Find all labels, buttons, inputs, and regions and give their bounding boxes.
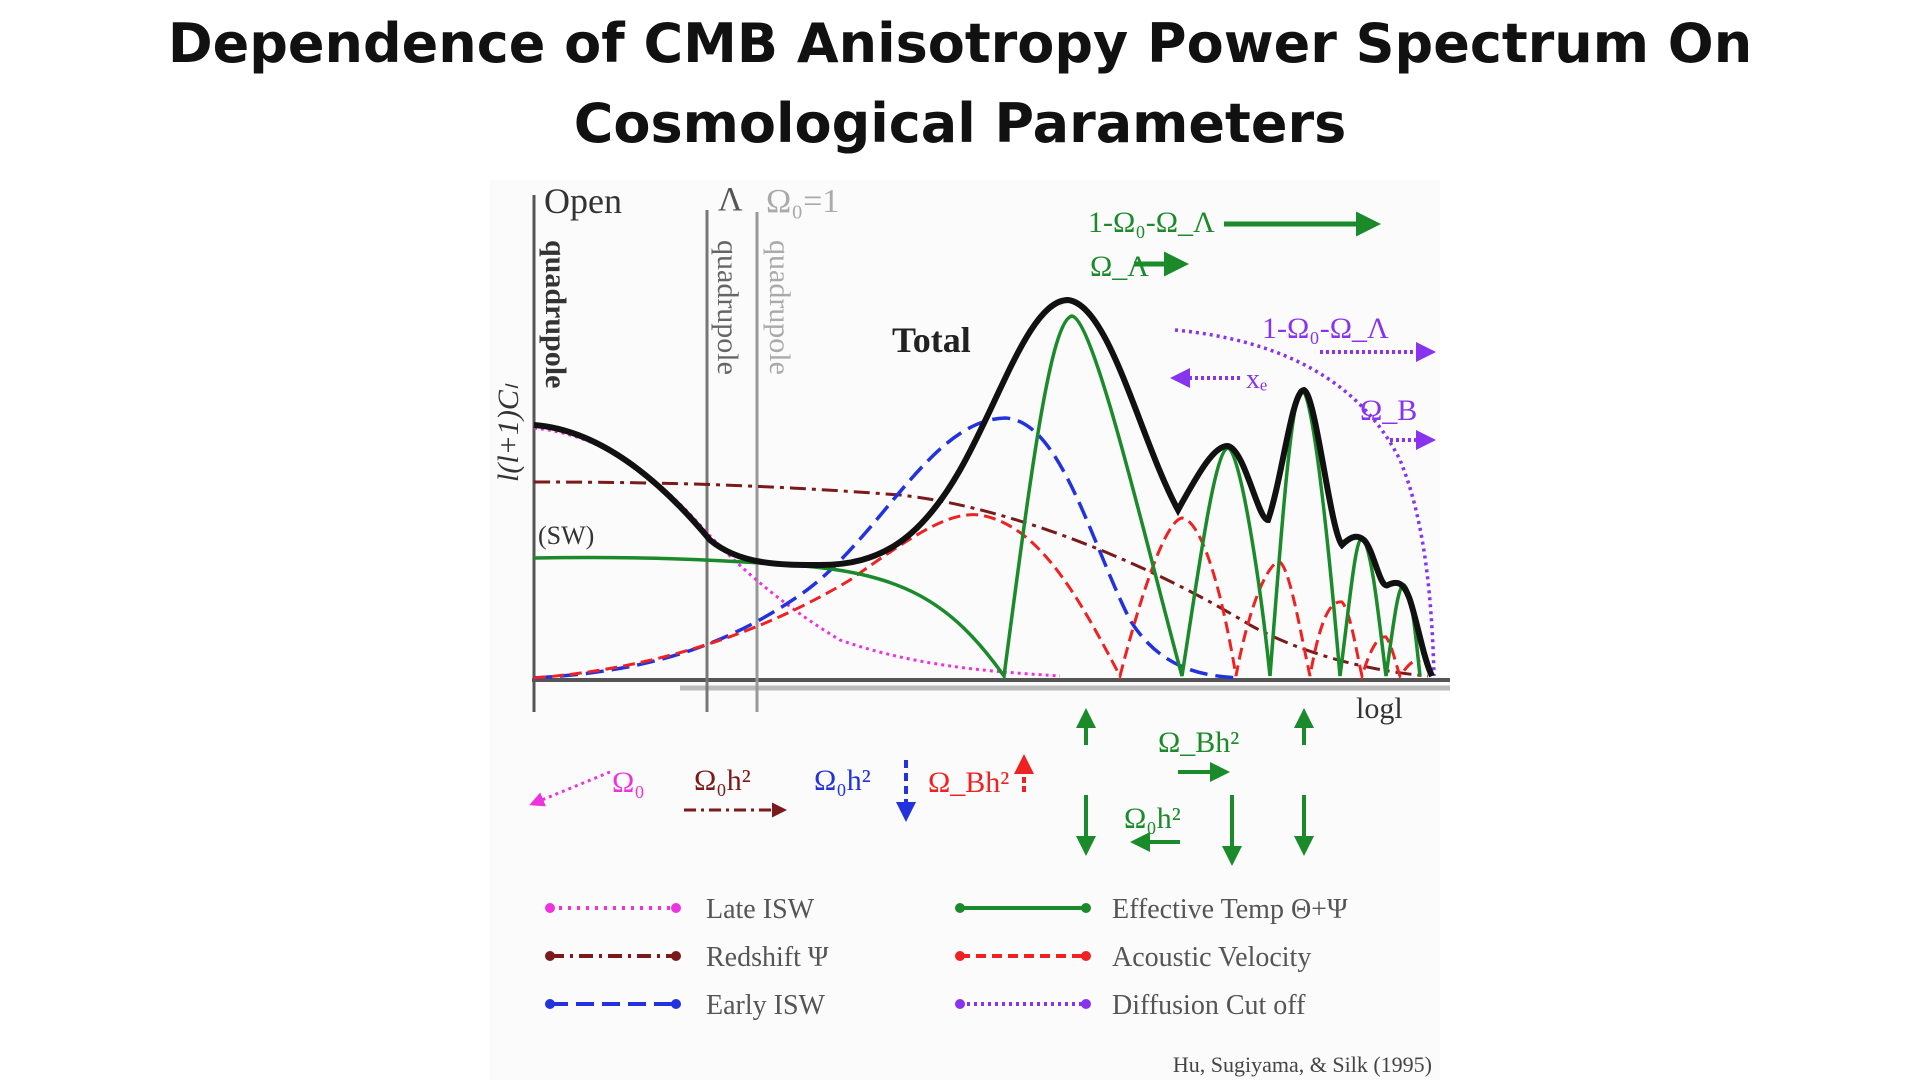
omega-curv-top-label: 1-Ω₀-Ω_Λ xyxy=(1088,206,1215,239)
open-label: Open xyxy=(544,181,622,221)
lambda-label: Λ xyxy=(718,181,743,218)
legend-acoustic-velocity-dot-left xyxy=(955,951,965,961)
omegabh2-red-label: Ω_Bh² xyxy=(928,766,1009,799)
xe-label: xₑ xyxy=(1246,364,1267,395)
total-label: Total xyxy=(892,320,971,360)
legend-late-isw-dot-left xyxy=(545,903,555,913)
legend-acoustic-velocity-label: Acoustic Velocity xyxy=(1112,942,1311,973)
sw-label: (SW) xyxy=(538,521,594,550)
legend-early-isw-label: Early ISW xyxy=(706,990,826,1021)
legend-effective-temp-label: Effective Temp Θ+Ψ xyxy=(1112,894,1348,925)
legend-diffusion-dot-left xyxy=(955,999,965,1009)
quadrupole-label-omega: quadrupole xyxy=(763,240,796,375)
title-line-1: Dependence of CMB Anisotropy Power Spect… xyxy=(167,12,1753,75)
omega0h2-darkred-label: Ω₀h² xyxy=(694,764,751,797)
total-curve xyxy=(533,296,1435,678)
legend-late-isw-dot-right xyxy=(671,903,681,913)
quadrupole-label-lambda: quadrupole xyxy=(711,240,744,375)
acoustic-velocity-curve xyxy=(533,513,1421,682)
legend-diffusion-label: Diffusion Cut off xyxy=(1112,990,1306,1021)
quadrupole-label-open: quadrupole xyxy=(539,240,572,388)
legend-redshift-label: Redshift Ψ xyxy=(706,942,829,973)
credit-text: Hu, Sugiyama, & Silk (1995) xyxy=(1173,1052,1432,1077)
omega0-magenta-arrow xyxy=(529,770,611,807)
omega-b-right-label: Ω_B xyxy=(1360,394,1417,427)
legend-redshift-dot-right xyxy=(671,951,681,961)
legend-effective-temp-dot-left xyxy=(955,903,965,913)
omega-curv-right-label: 1-Ω₀-Ω_Λ xyxy=(1262,312,1389,345)
x-axis-label: logl xyxy=(1356,692,1403,725)
omega0-bottom-label: Ω₀ xyxy=(612,766,645,799)
y-axis-label: l(l+1)Cₗ xyxy=(492,383,525,482)
page-title: Dependence of CMB Anisotropy Power Spect… xyxy=(0,4,1920,164)
title-line-2: Cosmological Parameters xyxy=(573,92,1347,155)
redshift-psi-curve xyxy=(533,480,1429,678)
omegabh2-green-label: Ω_Bh² xyxy=(1158,726,1239,759)
legend-acoustic-velocity-dot-right xyxy=(1081,951,1091,961)
omega0h2-green-label: Ω₀h² xyxy=(1124,802,1181,835)
diffusion-cutoff-curve xyxy=(1174,328,1436,677)
legend-late-isw-label: Late ISW xyxy=(706,894,815,925)
legend-redshift-dot-left xyxy=(545,951,555,961)
omega0h2-blue-label: Ω₀h² xyxy=(814,764,871,797)
legend-early-isw-dot-right xyxy=(671,999,681,1009)
legend: Late ISW Redshift Ψ Early ISW Effective … xyxy=(545,894,1348,1021)
legend-early-isw-dot-left xyxy=(545,999,555,1009)
omega0-eq-1-label: Ω₀=1 xyxy=(766,183,839,220)
legend-effective-temp-dot-right xyxy=(1081,903,1091,913)
legend-diffusion-dot-right xyxy=(1081,999,1091,1009)
